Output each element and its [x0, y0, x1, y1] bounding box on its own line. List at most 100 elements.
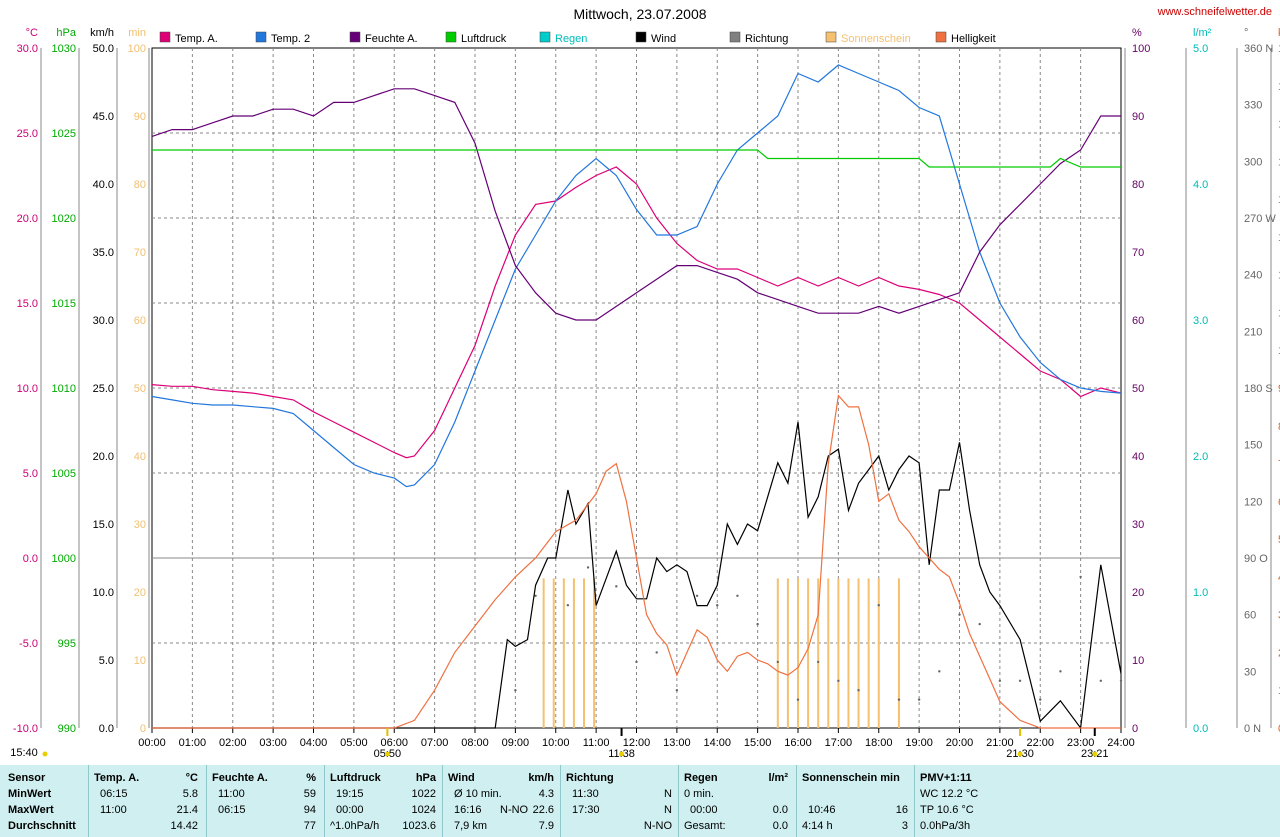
axis-tick-label: 130 [1278, 232, 1280, 244]
direction-max: N [664, 804, 672, 816]
direction-dot [958, 613, 961, 616]
rain-min-time: 0 min. [684, 788, 714, 800]
axis-unit: % [1132, 27, 1142, 39]
weather-chart: Mittwoch, 23.07.2008 www.schneifelwetter… [10, 6, 1280, 760]
direction-dot [675, 689, 679, 692]
x-tick-label: 07:00 [421, 737, 449, 749]
sunshine-max: 16 [895, 804, 908, 816]
axis-tick-label: 1005 [52, 468, 76, 480]
pmv-header: PMV+1:11 [920, 772, 972, 784]
axis-tick-label: 180 [1278, 43, 1280, 55]
series-line-luftdruck [152, 149, 1121, 168]
wind-max: 22.6 [532, 804, 554, 816]
direction-dot [566, 604, 570, 607]
axis-tick-label: 150 [1244, 440, 1262, 452]
temp-max-time: 11:00 [100, 804, 127, 816]
direction-dot [586, 566, 590, 569]
axis-tick-label: 60 [1132, 315, 1144, 327]
direction-dot [978, 622, 981, 626]
axis-tick-label: 100 [128, 43, 146, 55]
sunshine-total: 3 [901, 820, 908, 832]
x-tick-label: 06:00 [380, 737, 408, 749]
humidity-unit: % [306, 772, 316, 784]
temp-avg: 14.42 [170, 820, 198, 832]
axis-tick-label: 15.0 [17, 298, 38, 310]
stats-rain-col: Regen l/m² 0 min. 00:00 0.0 Gesamt: 0.0 [684, 765, 790, 837]
direction-dot [1039, 698, 1042, 701]
direction-dot [736, 594, 739, 597]
axis-tick-label: 90 [134, 111, 146, 123]
stats-sensor-header: Sensor [8, 772, 46, 784]
axis-tick-label: 170 [1278, 81, 1280, 93]
axis-tick-label: 40.0 [93, 179, 114, 191]
direction-dot [917, 698, 921, 701]
legend-swatch [159, 31, 171, 43]
axis-tick-label: 1020 [52, 213, 76, 225]
pressure-min-time: 19:15 [336, 788, 364, 800]
pmv-trend: 0.0hPa/3h [920, 820, 971, 832]
x-tick-label: 05:00 [340, 737, 368, 749]
left-axes: °C 30.0 25.0 20.0 15.0 10.0 5.0 0.0 -5.0 -10.0 hPa… [13, 27, 150, 735]
axis-tick-label: 15.0 [93, 519, 114, 531]
x-tick-label: 14:00 [703, 737, 731, 749]
wind-max-time: 16:16 [454, 804, 482, 816]
direction-dot [1079, 575, 1082, 579]
axis-tick-label: 1.0 [1193, 587, 1208, 599]
axis-tick-label: 50 [1132, 383, 1144, 395]
x-tick-label: 19:00 [905, 737, 933, 749]
series-line-temp-2 [151, 64, 1122, 488]
temp-unit: °C [185, 772, 198, 784]
pressure-avg: 1023.6 [402, 820, 436, 832]
axis-tick-label: 5.0 [1193, 43, 1208, 55]
pressure-min: 1022 [411, 788, 436, 800]
temp-max: 21.4 [176, 804, 198, 816]
axis-tick-label: 45.0 [93, 111, 114, 123]
x-tick-label: 04:00 [300, 737, 328, 749]
axis-tick-label: 60 [1244, 610, 1256, 622]
axis-tick-label: 10 [1132, 655, 1144, 667]
direction-dot [655, 651, 658, 654]
axis-tick-label: 35.0 [93, 247, 114, 259]
humidity-avg: 77 [303, 820, 316, 832]
temp-min-time: 06:15 [100, 788, 128, 800]
x-tick-label: 21:00 [986, 737, 1014, 749]
direction-dot [938, 670, 941, 673]
time-marker-label: 15:40 [10, 747, 38, 759]
axis-tick-label: 40 [134, 451, 146, 463]
axis-tick-label: 2.0 [1193, 451, 1208, 463]
direction-dot [877, 604, 880, 607]
axis-tick-label: 0.0 [23, 553, 38, 565]
direction-dot [897, 698, 901, 701]
row-label-min: MinWert [8, 788, 52, 800]
x-tick-label: 18:00 [865, 737, 893, 749]
rain-header: Regen [684, 772, 718, 784]
axis-tick-label: 0 [1132, 723, 1138, 735]
x-tick-label: 00:00 [138, 737, 166, 749]
axis-tick-label: 180 S [1244, 383, 1273, 395]
humidity-min-time: 11:00 [218, 788, 245, 800]
temp-min: 5.8 [182, 788, 198, 800]
x-tick-label: 08:00 [461, 737, 489, 749]
direction-dot [635, 660, 638, 664]
axis-tick-label: 30 [134, 519, 146, 531]
axis-tick-label: 1030 [52, 43, 76, 55]
axis-tick-label: 50.0 [93, 43, 114, 55]
direction-dot [1119, 679, 1123, 682]
legend-swatch [635, 31, 647, 43]
legend-label: Regen [555, 33, 587, 45]
axis-tick-label: 30 [1278, 610, 1280, 622]
axis-tick-label: 300 [1244, 156, 1262, 168]
axis-tick-label: 70 [1132, 247, 1144, 259]
wind-min-label: Ø 10 min. [454, 788, 502, 800]
axis-tick-label: 50 [134, 383, 146, 395]
x-tick-label: 16:00 [784, 737, 812, 749]
direction-dot [534, 594, 537, 597]
axis-tick-label: 5.0 [99, 655, 114, 667]
axis-tick-label: 150 [1278, 156, 1280, 168]
rain-unit: l/m² [768, 772, 788, 784]
x-tick-label: 09:00 [502, 737, 530, 749]
legend-swatch [539, 31, 551, 43]
humidity-min: 59 [303, 788, 316, 800]
rain-max: 0.0 [772, 804, 788, 816]
axis-tick-label: 70 [134, 247, 146, 259]
